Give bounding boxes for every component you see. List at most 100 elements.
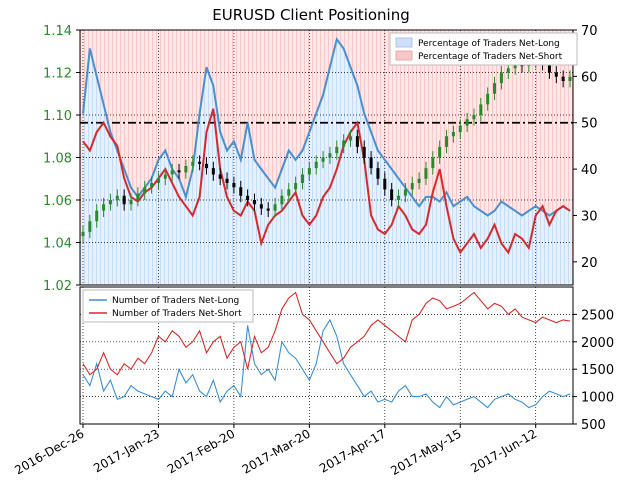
- candle-body: [431, 157, 435, 169]
- candle-body: [390, 189, 394, 200]
- candle-body: [499, 72, 503, 84]
- legend-label-net-long: Percentage of Traders Net-Long: [418, 39, 560, 49]
- x-tick-label: 2016-Dec-26: [12, 426, 86, 476]
- y-left-tick-label: 1.14: [43, 24, 72, 39]
- candle-body: [177, 170, 181, 173]
- candle-body: [218, 174, 222, 179]
- y-bottom-tick-label: 2000: [581, 336, 614, 351]
- y-left-tick-label: 1.02: [43, 279, 72, 294]
- pct-net-short-line: [82, 108, 571, 255]
- candle-body: [472, 115, 476, 120]
- legend-swatch-net-long: [395, 37, 413, 48]
- candle-body: [445, 136, 449, 147]
- y-bottom-tick-label: 500: [581, 418, 606, 433]
- candle-body: [239, 187, 243, 196]
- candle-body: [397, 195, 401, 200]
- legend-top: Percentage of Traders Net-Long Percentag…: [389, 32, 578, 66]
- candle-body: [204, 163, 208, 169]
- candle-body: [342, 140, 346, 147]
- x-tick-label: 2017-Apr-17: [317, 426, 388, 475]
- candle-body: [156, 178, 160, 183]
- candle-body: [294, 183, 298, 190]
- y-left-tick-label: 1.04: [43, 237, 72, 252]
- candle-body: [81, 231, 85, 237]
- candle-body: [513, 64, 517, 69]
- y-right-tick-label: 20: [581, 256, 598, 271]
- candle-body: [383, 178, 387, 190]
- candle-body: [287, 189, 291, 196]
- legend-label-traders-long: Number of Traders Net-Long: [112, 296, 239, 306]
- x-tick-label: 2017-Mar-20: [240, 426, 313, 476]
- candle-body: [129, 200, 133, 205]
- candle-body: [403, 189, 407, 196]
- traders-panel-frame: [79, 286, 574, 425]
- x-tick-label: 2017-Jan-23: [91, 426, 162, 475]
- legend-label-traders-short: Number of Traders Net-Short: [112, 309, 242, 319]
- candle-body: [102, 204, 106, 211]
- candle-body: [198, 161, 202, 164]
- chart-title: EURUSD Client Positioning: [212, 6, 410, 24]
- candle-body: [95, 210, 99, 222]
- y-left-tick-label: 1.06: [43, 194, 72, 209]
- candle-body: [554, 72, 558, 77]
- candle-body: [438, 146, 442, 158]
- candle-body: [259, 204, 263, 209]
- candle-body: [417, 178, 421, 183]
- x-tick-label: 2017-Feb-20: [165, 426, 238, 476]
- candle-body: [225, 178, 229, 183]
- y-left-tick-label: 1.08: [43, 152, 72, 167]
- candle-body: [561, 76, 565, 81]
- y-left-tick-label: 1.10: [43, 109, 72, 124]
- candle-body: [349, 136, 353, 141]
- candle-body: [362, 146, 366, 158]
- candle-body: [184, 166, 188, 173]
- candle-body: [136, 193, 140, 200]
- y-right-tick-label: 30: [581, 209, 598, 224]
- candle-body: [465, 119, 469, 126]
- candle-body: [547, 64, 551, 73]
- candle-body: [300, 174, 304, 183]
- candle-body: [307, 168, 311, 175]
- candle-body: [314, 161, 318, 169]
- candle-body: [369, 157, 373, 169]
- legend-label-net-short: Percentage of Traders Net-Short: [418, 52, 563, 62]
- candle-body: [493, 83, 497, 94]
- y-left-tick-label: 1.12: [43, 67, 72, 82]
- candle-body: [211, 168, 215, 175]
- candle-body: [355, 136, 359, 147]
- candle-body: [479, 104, 483, 115]
- candle-body: [143, 187, 147, 194]
- candle-body: [266, 208, 270, 211]
- x-axis-tick-labels: 2016-Dec-26 2017-Jan-23 2017-Feb-20 2017-Ma…: [12, 424, 539, 478]
- candle-body: [163, 174, 167, 179]
- candle-body: [115, 195, 119, 200]
- candle-body: [321, 157, 325, 162]
- y-right-tick-label: 50: [581, 117, 598, 132]
- legend-bottom: Number of Traders Net-Long Number of Tra…: [82, 289, 254, 323]
- x-tick-label: 2017-May-15: [388, 426, 463, 476]
- candle-body: [122, 195, 126, 205]
- candle-body: [273, 204, 277, 211]
- x-tick-label: 2017-Jun-12: [468, 426, 539, 475]
- candle-body: [170, 170, 174, 175]
- candle-body: [568, 76, 572, 81]
- y-right-tick-label: 70: [581, 24, 598, 39]
- candle-body: [458, 125, 462, 132]
- candle-body: [252, 200, 256, 205]
- candle-body: [108, 200, 112, 205]
- traders-net-long-line: [82, 318, 571, 409]
- candle-body: [410, 183, 414, 190]
- y-bottom-tick-label: 1000: [581, 391, 614, 406]
- candle-body: [191, 161, 195, 166]
- price-panel: 1.02 1.04 1.06 1.08 1.10 1.12 1.14 20 30 40 50 60 70: [43, 24, 598, 294]
- candle-body: [280, 195, 284, 205]
- candle-body: [150, 183, 154, 188]
- y-bottom-tick-label: 1500: [581, 363, 614, 378]
- candle-body: [88, 221, 92, 232]
- y-right-tick-label: 40: [581, 163, 598, 178]
- candle-body: [451, 132, 455, 137]
- y-bottom-tick-label: 2500: [581, 308, 614, 323]
- y-right-tick-label: 60: [581, 70, 598, 85]
